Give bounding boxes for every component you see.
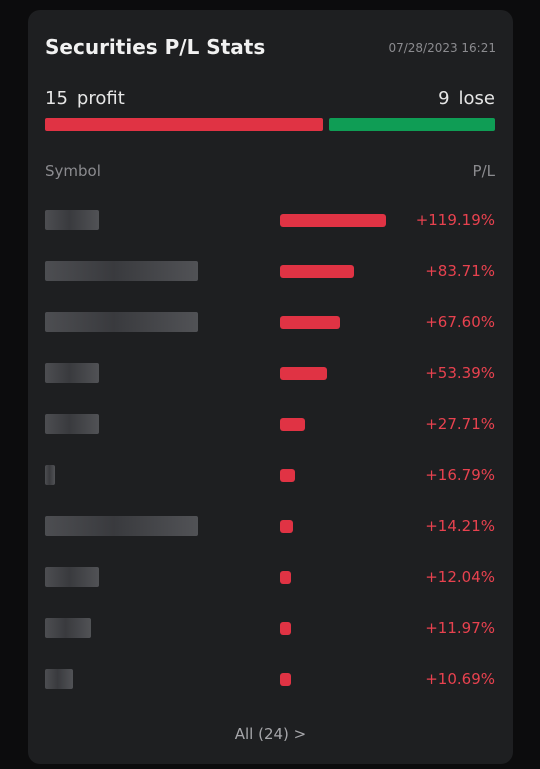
pl-value: +14.21%: [425, 517, 495, 535]
table-row[interactable]: +11.97%: [28, 603, 513, 654]
lose-segment: [329, 118, 495, 131]
table-row[interactable]: +14.21%: [28, 501, 513, 552]
table-row[interactable]: +119.19%: [28, 195, 513, 246]
pl-column-header: P/L: [472, 162, 495, 180]
pl-value: +53.39%: [425, 364, 495, 382]
pl-bar: [280, 520, 293, 533]
profit-count-number: 15: [45, 88, 68, 109]
profit-count-label: profit: [76, 88, 125, 109]
pl-bar: [280, 622, 291, 635]
symbol-redacted: [45, 210, 99, 230]
pl-bar: [280, 214, 386, 227]
view-all-link[interactable]: All (24) >: [234, 725, 307, 743]
profit-lose-ratio-bar: [45, 118, 495, 131]
symbol-redacted: [45, 363, 99, 383]
symbol-column-header: Symbol: [45, 162, 101, 180]
pl-value: +67.60%: [425, 313, 495, 331]
table-row[interactable]: +12.04%: [28, 552, 513, 603]
pl-bar: [280, 673, 291, 686]
lose-count-label: lose: [458, 88, 495, 109]
table-row[interactable]: +16.79%: [28, 450, 513, 501]
card-title: Securities P/L Stats: [45, 35, 266, 59]
lose-count-number: 9: [438, 88, 450, 109]
profit-segment: [45, 118, 323, 131]
symbol-redacted: [45, 567, 99, 587]
symbol-redacted: [45, 516, 198, 536]
pl-value: +10.69%: [425, 670, 495, 688]
symbol-redacted: [45, 261, 198, 281]
pl-value: +27.71%: [425, 415, 495, 433]
pl-value: +119.19%: [415, 211, 495, 229]
table-row[interactable]: +83.71%: [28, 246, 513, 297]
pl-bar: [280, 469, 295, 482]
symbol-redacted: [45, 669, 73, 689]
symbol-redacted: [45, 312, 198, 332]
table-row[interactable]: +27.71%: [28, 399, 513, 450]
pl-bar: [280, 571, 291, 584]
pl-value: +12.04%: [425, 568, 495, 586]
table-row[interactable]: +67.60%: [28, 297, 513, 348]
securities-list: +119.19% +83.71% +67.60% +53.39% +27.71% +16.…: [28, 195, 513, 705]
symbol-redacted: [45, 414, 99, 434]
pl-value: +11.97%: [425, 619, 495, 637]
profit-count: 15 profit: [45, 88, 125, 109]
symbol-redacted: [45, 618, 91, 638]
pl-value: +83.71%: [425, 262, 495, 280]
table-row[interactable]: +53.39%: [28, 348, 513, 399]
symbol-redacted: [45, 465, 55, 485]
lose-count: 9 lose: [438, 88, 495, 109]
pl-bar: [280, 418, 305, 431]
table-row[interactable]: +10.69%: [28, 654, 513, 705]
pl-bar: [280, 367, 327, 380]
pl-bar: [280, 316, 340, 329]
pl-value: +16.79%: [425, 466, 495, 484]
timestamp: 07/28/2023 16:21: [388, 41, 496, 55]
securities-pl-card: Securities P/L Stats 07/28/2023 16:21 15…: [28, 10, 513, 764]
pl-bar: [280, 265, 354, 278]
